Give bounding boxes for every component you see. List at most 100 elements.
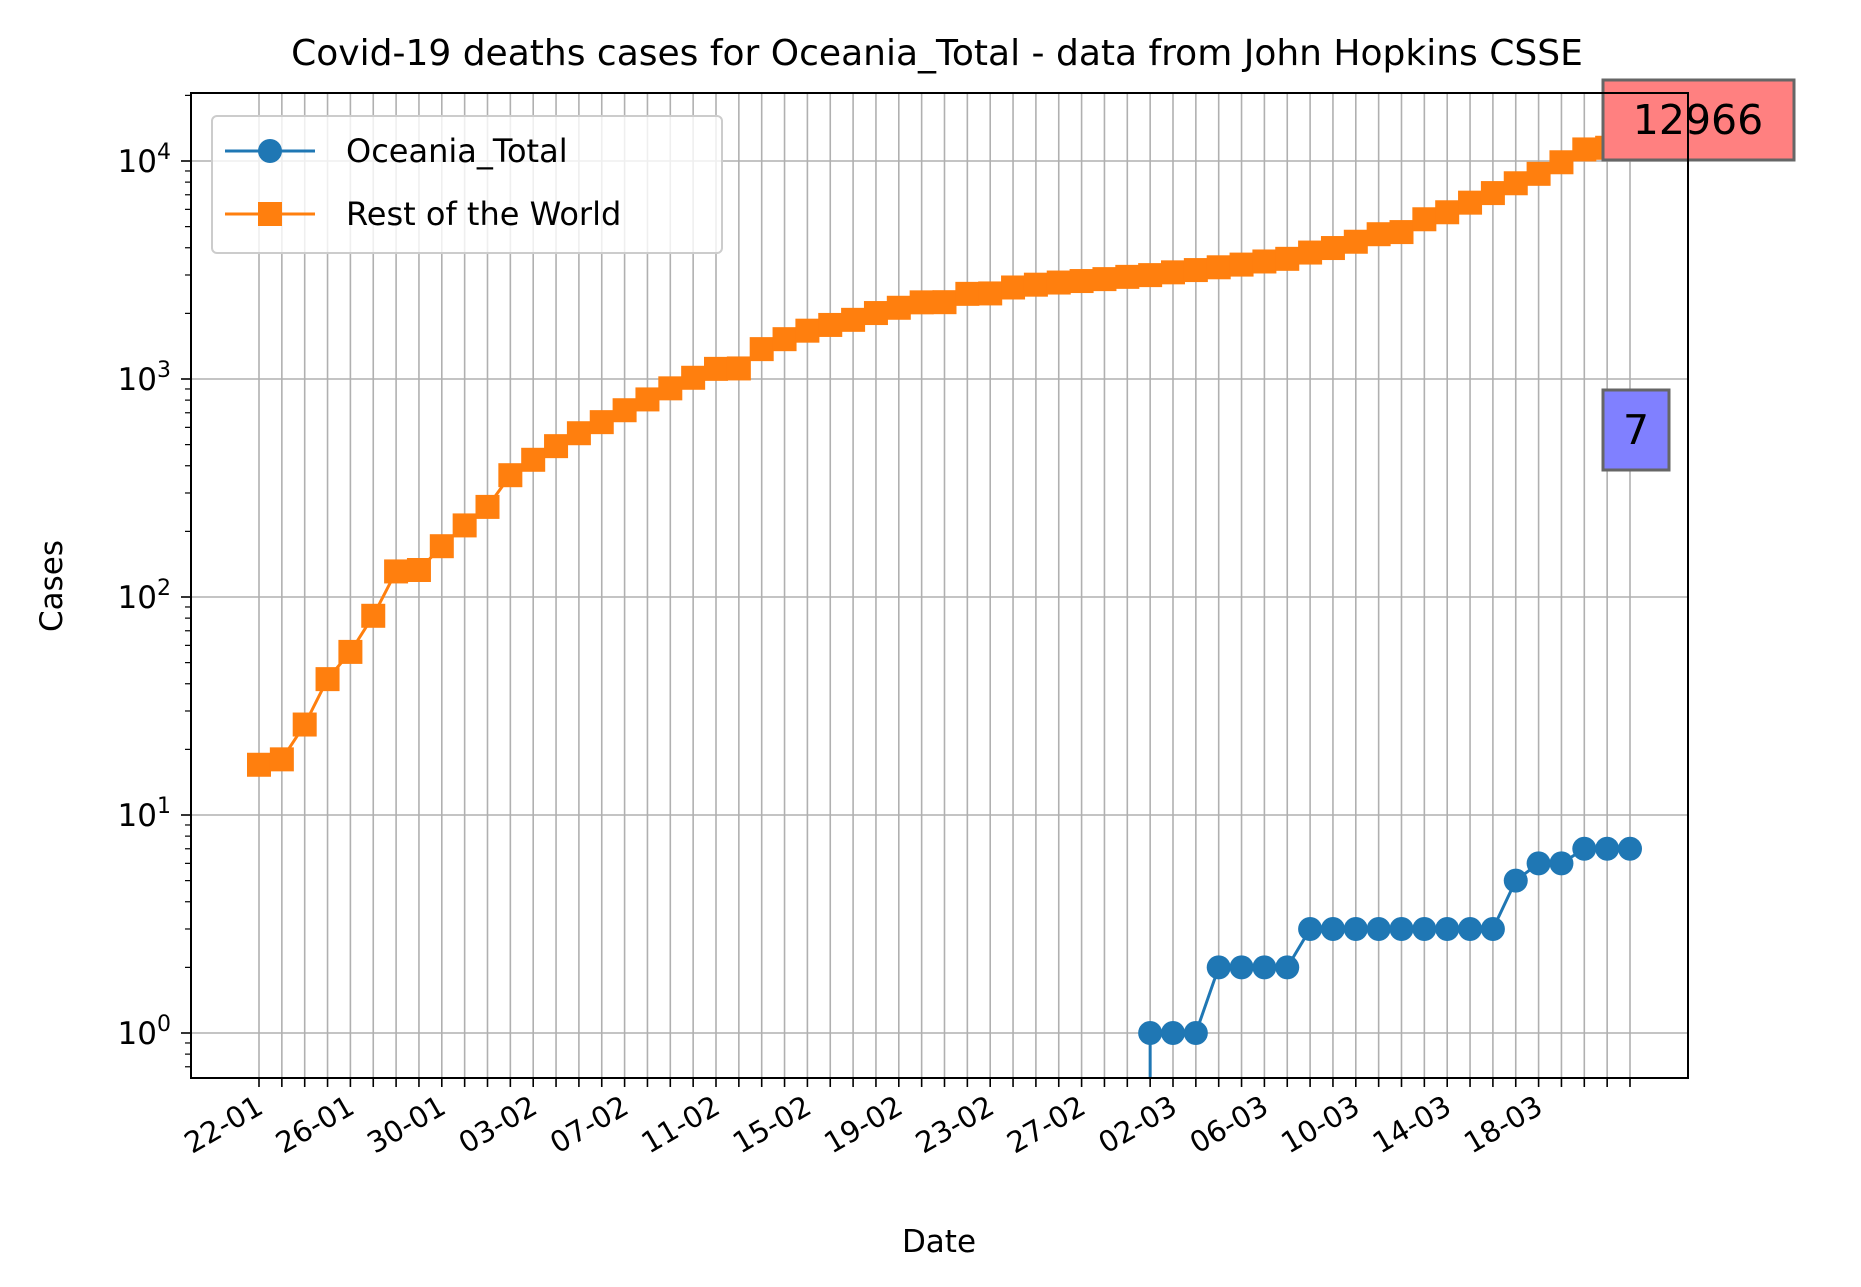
series-rest-of-the-world-point: [452, 513, 477, 538]
series-oceania-total-point: [1389, 916, 1414, 941]
series-rest-of-the-world-point: [681, 365, 706, 390]
x-tick-label: 30-01: [361, 1089, 451, 1161]
series-rest-of-the-world-point: [406, 558, 431, 583]
series-rest-of-the-world-point: [1275, 246, 1300, 271]
series-oceania-total-point: [1366, 916, 1391, 941]
annotation-oceania-total-box: [1601, 388, 1671, 472]
series-rest-of-the-world-point: [1366, 222, 1391, 247]
series-rest-of-the-world-point: [521, 447, 546, 472]
series-oceania-total-point: [1572, 836, 1597, 861]
series-oceania-total-point: [1480, 916, 1505, 941]
y-tick-label: 104: [118, 140, 171, 180]
series-rest-of-the-world-point: [1115, 264, 1140, 289]
series-rest-of-the-world-point: [247, 752, 271, 777]
series-rest-of-the-world-point: [909, 290, 934, 315]
series-oceania-total-point: [1618, 836, 1642, 861]
series-rest-of-the-world-point: [1320, 236, 1345, 261]
series-oceania-total-point: [1458, 916, 1483, 941]
series-rest-of-the-world-point: [1549, 150, 1574, 175]
legend-box: [211, 115, 723, 254]
series-rest-of-the-world-point: [1023, 272, 1048, 297]
x-tick-label: 22-01: [179, 1089, 269, 1161]
series-rest-of-the-world-point: [292, 712, 317, 737]
series-rest-of-the-world-point: [1389, 220, 1414, 245]
y-tick-label: 102: [118, 576, 171, 616]
series-rest-of-the-world-point: [978, 281, 1003, 306]
series-rest-of-the-world-point: [338, 639, 363, 664]
series-rest-of-the-world-point: [863, 301, 888, 326]
series-rest-of-the-world-point: [1001, 275, 1026, 300]
series-oceania-total-point: [1275, 955, 1300, 980]
series-oceania-total-point: [1298, 916, 1323, 941]
series-rest-of-the-world-point: [1161, 260, 1185, 285]
series-oceania-total-line: [1150, 847, 1630, 1035]
series-oceania-total-point: [1229, 955, 1254, 980]
series-rest-of-the-world-point: [841, 307, 866, 332]
x-tick-label: 02-03: [1093, 1089, 1183, 1161]
chart-title: Covid-19 deaths cases for Oceania_Total …: [291, 33, 1583, 74]
series-oceania-total-point: [1503, 868, 1528, 893]
x-axis-label: Date: [902, 1224, 976, 1260]
series-rest-of-the-world-point: [658, 376, 683, 401]
x-tick-label: 26-01: [270, 1089, 360, 1161]
x-tick-label: 19-02: [818, 1089, 908, 1161]
grid: [191, 93, 1688, 1078]
series-oceania-total-point: [1595, 836, 1620, 861]
annotation-rest-of-the-world-label: 12966: [1633, 96, 1763, 144]
series-rest-of-the-world-point: [1435, 200, 1460, 225]
legend: Oceania_Total Rest of the World: [211, 115, 723, 254]
series-rest-of-the-world-point: [1183, 258, 1208, 283]
series-oceania-total-point: [1138, 1021, 1163, 1045]
series-layer: [247, 124, 1642, 1078]
series-rest-of-the-world-point: [1503, 171, 1528, 196]
series-rest-of-the-world-point: [361, 603, 386, 628]
series-rest-of-the-world-point: [429, 534, 454, 559]
series-rest-of-the-world-point: [772, 327, 797, 352]
x-axis: 22-01 26-01 30-01 03-02 07-02 11-02 15-02 19-02…: [179, 1078, 1631, 1161]
series-rest-of-the-world-point: [1069, 269, 1094, 294]
series-rest-of-the-world-point: [1206, 255, 1231, 280]
series-oceania-total-point: [1526, 851, 1551, 876]
x-tick-label: 14-03: [1367, 1089, 1457, 1161]
series-rest-of-the-world-point: [1572, 137, 1597, 162]
series-oceania-total-point: [1252, 955, 1277, 980]
annotation-layer: 12966 7: [1601, 78, 1796, 472]
series-rest-of-the-world-point: [1298, 240, 1323, 265]
series-rest-of-the-world-point: [1480, 181, 1505, 206]
x-tick-label: 11-02: [636, 1089, 726, 1161]
legend-label-rest-of-world: Rest of the World: [346, 195, 621, 233]
series-rest-of-the-world-point: [566, 421, 591, 446]
series-rest-of-the-world-point: [498, 463, 523, 488]
series-rest-of-the-world-point: [1343, 229, 1368, 254]
legend-label-oceania: Oceania_Total: [346, 132, 568, 170]
y-tick-label: 103: [118, 358, 171, 398]
x-tick-label: 10-03: [1275, 1089, 1365, 1161]
series-oceania-total-point: [1435, 916, 1460, 941]
series-rest-of-the-world-point: [1526, 161, 1551, 186]
series-rest-of-the-world-point: [269, 747, 294, 772]
series-oceania-total-point: [1343, 916, 1368, 941]
y-tick-label: 100: [118, 1012, 171, 1052]
series-rest-of-the-world-point: [1412, 207, 1437, 232]
series-rest-of-the-world-point: [384, 559, 409, 584]
series-rest-of-the-world-point: [612, 398, 637, 423]
x-tick-label: 27-02: [1001, 1089, 1091, 1161]
series-rest-of-the-world-point: [704, 356, 728, 381]
series-rest-of-the-world-point: [475, 494, 500, 519]
series-rest-of-the-world-point: [1252, 249, 1277, 274]
plot-frame: [190, 92, 1689, 1079]
legend-marker-rest-of-world: [258, 202, 282, 226]
series-rest-of-the-world-point: [315, 667, 340, 692]
series-rest-of-the-world-point: [932, 290, 957, 315]
x-tick-label: 23-02: [910, 1089, 1000, 1161]
y-tick-label: 101: [118, 794, 171, 834]
series-oceania-total-point: [1549, 851, 1574, 876]
series-rest-of-the-world-point: [886, 295, 911, 320]
series-oceania-total-point: [1412, 916, 1437, 941]
annotation-oceania-total-label: 7: [1623, 406, 1649, 454]
series-rest-of-the-world-point: [589, 410, 614, 435]
series-rest-of-the-world-point: [1458, 190, 1483, 215]
x-tick-label: 07-02: [544, 1089, 634, 1161]
series-rest-of-the-world-point: [749, 337, 774, 362]
